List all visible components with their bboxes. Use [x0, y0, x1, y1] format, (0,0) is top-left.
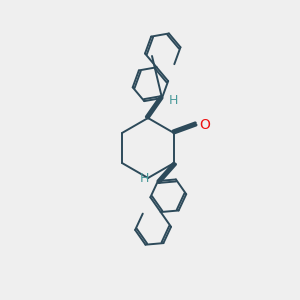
Text: H: H	[169, 94, 178, 106]
Text: O: O	[199, 118, 210, 132]
Text: H: H	[140, 172, 149, 185]
